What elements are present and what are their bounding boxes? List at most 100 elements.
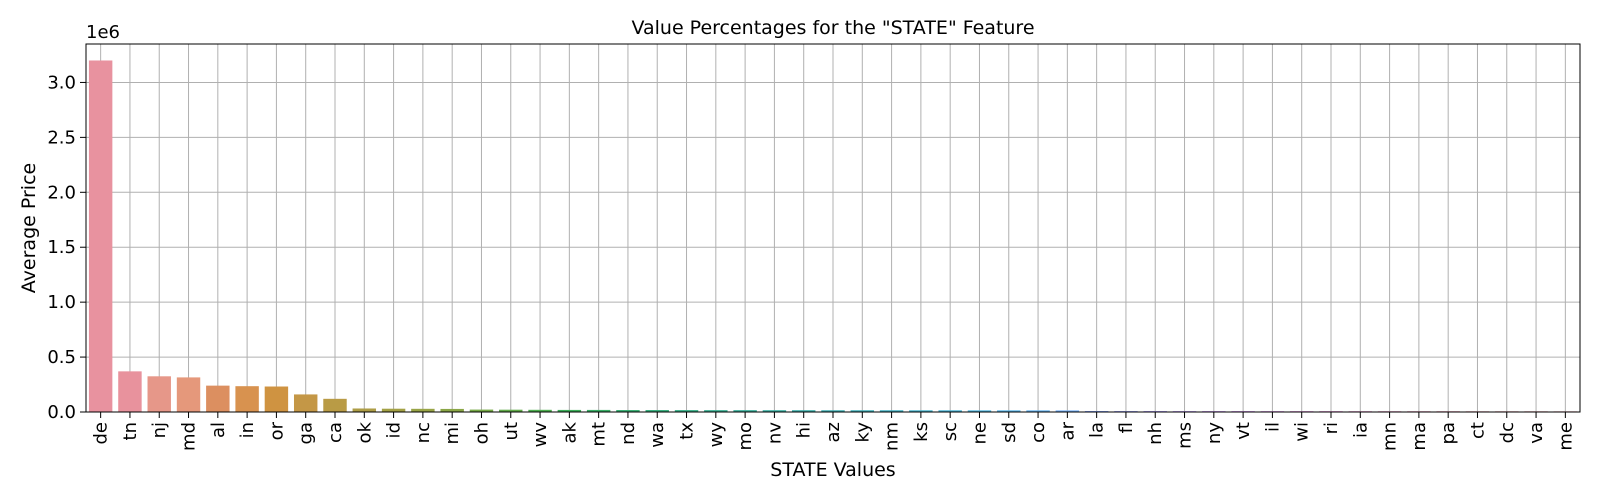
- x-tick-label-al: al: [208, 422, 229, 438]
- x-tick-label-ny: ny: [1204, 422, 1225, 444]
- x-tick-label-wy: wy: [706, 422, 727, 448]
- x-tick-label-tx: tx: [677, 422, 698, 440]
- x-tick-label-ky: ky: [852, 422, 873, 443]
- bar-ne: [967, 410, 992, 412]
- bar-id: [381, 408, 406, 412]
- bar-nd: [616, 410, 640, 412]
- x-tick-label-vt: vt: [1233, 422, 1254, 440]
- x-tick-label-mi: mi: [442, 422, 463, 445]
- x-tick-label-nh: nh: [1145, 422, 1166, 445]
- x-tick-label-mo: mo: [735, 422, 756, 451]
- bar-mt: [586, 409, 611, 412]
- bar-wy: [704, 410, 728, 412]
- y-tick-label: 1.0: [47, 292, 76, 313]
- x-tick-label-nm: nm: [882, 422, 903, 451]
- bar-ok: [352, 408, 377, 412]
- x-tick-label-ms: ms: [1175, 422, 1196, 449]
- bar-az: [821, 410, 845, 412]
- bar-ks: [909, 410, 933, 412]
- bar-nc: [411, 408, 435, 412]
- x-tick-label-ct: ct: [1467, 422, 1488, 439]
- x-tick-label-ga: ga: [296, 422, 317, 444]
- bar-hi: [791, 410, 816, 412]
- x-tick-label-nv: nv: [764, 422, 785, 444]
- x-tick-label-ar: ar: [1057, 421, 1078, 440]
- x-tick-label-md: md: [179, 422, 200, 451]
- x-tick-label-sd: sd: [999, 422, 1020, 443]
- x-tick-label-nc: nc: [413, 422, 434, 443]
- x-tick-label-az: az: [823, 422, 844, 442]
- chart-title: Value Percentages for the "STATE" Featur…: [631, 17, 1034, 39]
- x-tick-label-ok: ok: [354, 421, 375, 443]
- y-tick-label: 0.0: [47, 402, 76, 423]
- bar-nm: [879, 410, 904, 412]
- x-tick-label-va: va: [1526, 422, 1547, 444]
- bar-nj: [147, 376, 171, 412]
- x-tick-label-id: id: [384, 422, 405, 438]
- x-tick-label-ma: ma: [1409, 422, 1430, 451]
- x-tick-label-dc: dc: [1497, 422, 1518, 443]
- bar-ga: [293, 394, 318, 412]
- x-tick-label-ia: ia: [1350, 422, 1371, 438]
- x-tick-label-ut: ut: [501, 422, 522, 440]
- y-offset-label: 1e6: [86, 22, 120, 43]
- y-tick-label: 1.5: [47, 237, 76, 258]
- y-tick-label: 2.0: [47, 182, 76, 203]
- x-tick-label-de: de: [91, 422, 112, 445]
- x-tick-label-la: la: [1087, 422, 1108, 438]
- bar-or: [264, 386, 289, 412]
- x-tick-label-me: me: [1555, 422, 1576, 451]
- x-tick-label-co: co: [1028, 422, 1049, 443]
- x-tick-label-wi: wi: [1292, 422, 1313, 442]
- bar-wv: [528, 409, 552, 412]
- bar-nv: [762, 410, 787, 412]
- x-axis-ticks: de tn nj md al in or ga ca ok id nc mi oh ut wv ak mt nd wa…: [91, 412, 1576, 451]
- bar-tn: [118, 371, 142, 412]
- x-tick-label-in: in: [237, 422, 258, 438]
- x-tick-label-oh: oh: [471, 422, 492, 444]
- bar-co: [1026, 410, 1050, 412]
- x-tick-label-sc: sc: [940, 422, 961, 441]
- y-axis-label: Average Price: [18, 163, 40, 293]
- bar-oh: [469, 409, 494, 412]
- y-axis-ticks: 0.0 0.5 1.0 1.5 2.0 2.5 3.0: [47, 72, 86, 423]
- bar-de: [88, 60, 113, 413]
- bar-sd: [997, 410, 1021, 412]
- bar-al: [206, 385, 230, 412]
- x-tick-label-ne: ne: [969, 422, 990, 444]
- x-tick-label-wv: wv: [530, 422, 551, 448]
- x-tick-label-tn: tn: [120, 422, 141, 440]
- bar-ut: [499, 409, 523, 412]
- x-tick-label-mt: mt: [589, 422, 610, 447]
- x-axis-label: STATE Values: [770, 459, 895, 481]
- bars: [88, 60, 1578, 413]
- x-tick-label-wa: wa: [647, 422, 668, 448]
- x-tick-label-nd: nd: [618, 422, 639, 445]
- bar-ky: [850, 410, 875, 412]
- bar-in: [235, 386, 259, 412]
- x-tick-label-ak: ak: [559, 421, 580, 443]
- x-tick-label-hi: hi: [794, 422, 815, 438]
- x-tick-label-ks: ks: [911, 422, 932, 442]
- x-tick-label-ca: ca: [325, 422, 346, 443]
- grid-lines: [86, 44, 1580, 413]
- bar-ar: [1055, 410, 1080, 412]
- x-tick-label-or: or: [266, 421, 287, 440]
- bar-wa: [645, 410, 669, 412]
- x-tick-label-pa: pa: [1438, 422, 1459, 444]
- bar-ak: [557, 409, 582, 412]
- bar-mo: [733, 410, 757, 412]
- x-tick-label-fl: fl: [1116, 422, 1137, 433]
- bar-tx: [674, 410, 699, 412]
- bar-md: [176, 377, 201, 412]
- y-tick-label: 0.5: [47, 347, 76, 368]
- bar-mi: [440, 408, 464, 412]
- bar-sc: [938, 410, 962, 412]
- x-tick-label-il: il: [1262, 422, 1283, 432]
- x-tick-label-ri: ri: [1321, 422, 1342, 434]
- x-tick-label-mn: mn: [1380, 422, 1401, 451]
- y-tick-label: 2.5: [47, 127, 76, 148]
- x-tick-label-nj: nj: [149, 422, 170, 438]
